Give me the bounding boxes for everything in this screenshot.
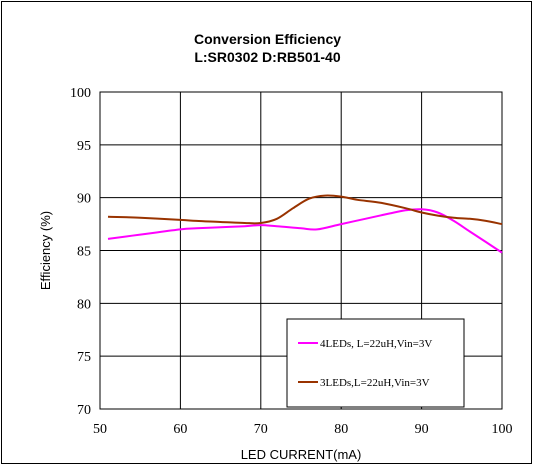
series-line-2	[107, 194, 503, 226]
chart-title: Conversion Efficiency	[193, 31, 342, 47]
x-tick-label: 70	[254, 422, 268, 437]
x-tick-label: 100	[492, 422, 513, 437]
y-tick-label: 100	[70, 86, 91, 101]
legend-box	[286, 318, 465, 408]
x-tick-label: 80	[334, 422, 348, 437]
x-tick-label: 90	[415, 422, 429, 437]
x-tick-label: 60	[173, 422, 187, 437]
chart-subtitle: L:SR0302 D:RB501-40	[194, 49, 341, 65]
y-tick-label: 95	[77, 139, 91, 154]
legend-label-1: 4LEDs, L=22uH,Vin=3V	[320, 338, 432, 350]
y-tick-label: 80	[77, 297, 91, 312]
legend-label-2: 3LEDs,L=22uH,Vin=3V	[320, 377, 430, 389]
x-tick-label: 50	[93, 422, 107, 437]
y-tick-label: 90	[77, 192, 91, 207]
series-line-1	[107, 208, 503, 254]
y-tick-label: 85	[77, 245, 91, 260]
y-tick-label: 75	[77, 350, 91, 365]
y-tick-label: 70	[77, 403, 91, 418]
x-axis-label: LED CURRENT(mA)	[241, 447, 362, 462]
y-axis-label: Efficiency (%)	[38, 211, 53, 290]
